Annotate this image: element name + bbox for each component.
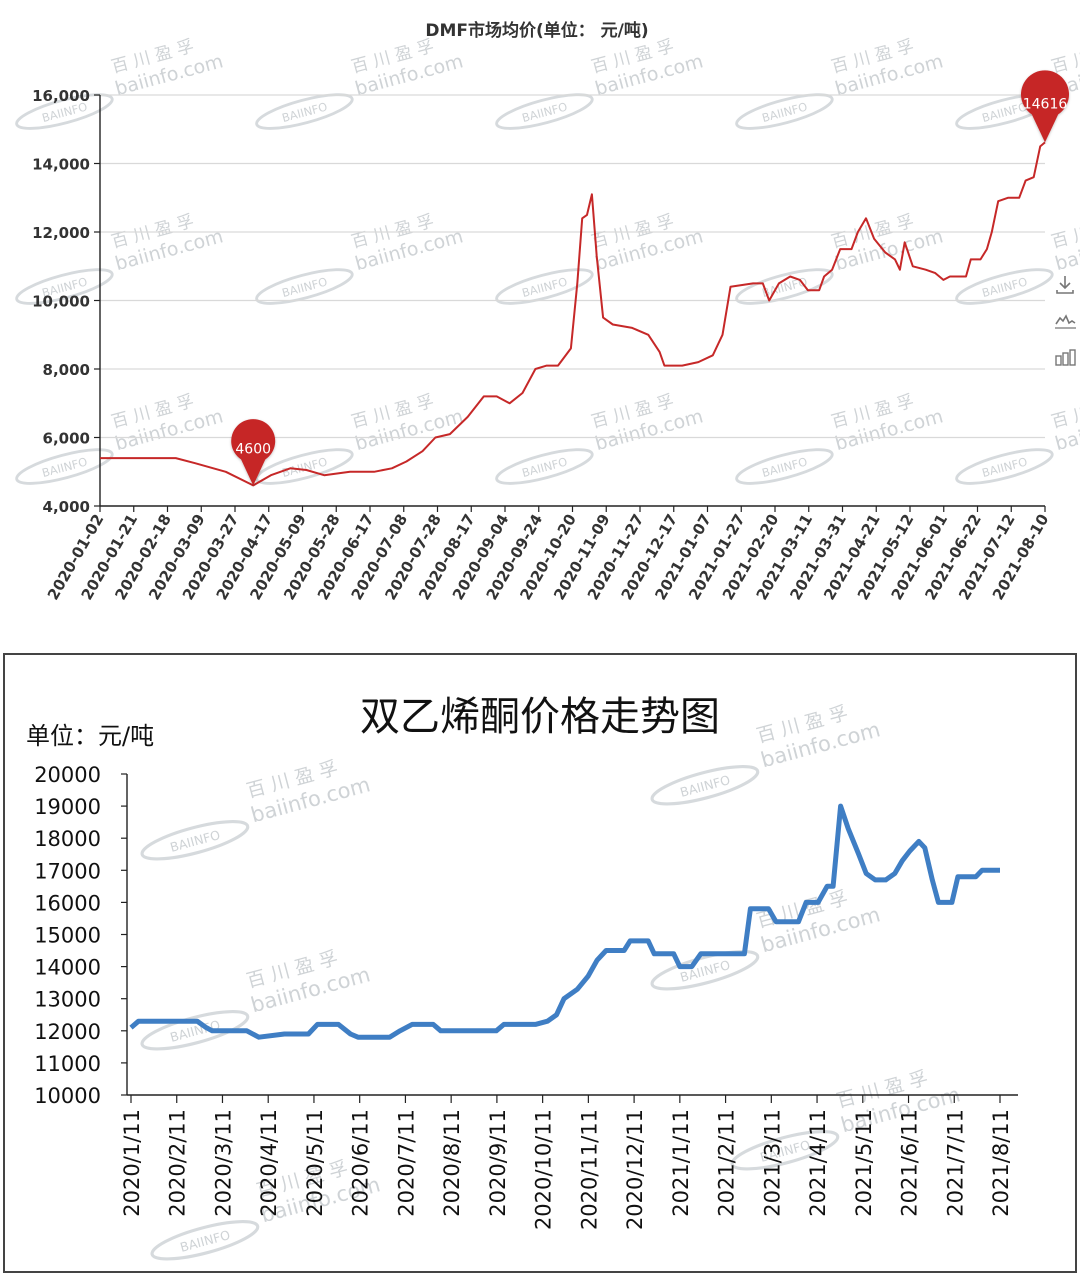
y-tick-label: 12000	[34, 1020, 101, 1044]
chart-title: DMF市场均价(单位： 元/吨)	[425, 20, 648, 41]
x-tick-label: 2021/1/11	[669, 1109, 693, 1217]
x-tick-label: 2020/1/11	[120, 1109, 144, 1217]
y-tick-label: 16,000	[32, 87, 90, 105]
download-icon[interactable]	[1051, 272, 1079, 298]
y-tick-label: 15000	[34, 924, 101, 948]
x-tick-label: 2020/6/11	[349, 1109, 373, 1217]
y-tick-label: 10,000	[32, 293, 90, 311]
x-tick-label: 2020/11/11	[577, 1109, 601, 1230]
diketene-price-line	[129, 803, 1000, 1040]
y-tick-label: 14,000	[32, 156, 90, 174]
y-axis-ticks: 10000 11000 12000 13000 14000 15000 16000 17000…	[34, 763, 127, 1108]
grid-lines	[100, 94, 1045, 439]
x-axis-ticks: 2020/1/11 2020/2/11 2020/3/11 2020/4/11 2020…	[120, 1095, 1013, 1230]
unit-label: 单位：元/吨	[26, 722, 154, 750]
marker-label: 4600	[235, 441, 271, 457]
chart-frame	[3, 653, 1077, 1273]
y-tick-label: 13000	[34, 988, 101, 1012]
chart-title: 双乙烯酮价格走势图	[360, 694, 720, 740]
line-chart-icon[interactable]	[1051, 308, 1079, 334]
x-tick-label: 2020/4/11	[257, 1109, 281, 1217]
watermark-cn: 百 川 盈 孚	[1049, 211, 1080, 252]
y-axis-ticks: 4,000 6,000 8,000 10,000 12,000 14,000 16,000	[32, 87, 100, 516]
x-tick-label: 2020/9/11	[486, 1109, 510, 1217]
x-tick-label: 2021/3/11	[760, 1109, 784, 1217]
y-tick-label: 4,000	[43, 498, 90, 516]
y-tick-label: 11000	[34, 1052, 101, 1076]
x-tick-label: 2020/8/11	[440, 1109, 464, 1217]
x-tick-label: 2020/12/11	[623, 1109, 647, 1230]
y-tick-label: 8,000	[43, 361, 90, 379]
y-tick-label: 16000	[34, 891, 101, 915]
x-tick-label: 2021/4/11	[806, 1109, 830, 1217]
x-tick-label: 2020/3/11	[211, 1109, 235, 1217]
value-marker-pin: 4600	[231, 419, 276, 486]
x-tick-label: 2021/6/11	[898, 1109, 922, 1217]
x-tick-label: 2021/5/11	[852, 1109, 876, 1217]
y-tick-label: 19000	[34, 795, 101, 819]
watermark-cn: 百 川 盈 孚	[1049, 36, 1080, 77]
x-axis-ticks: 2020-01-022020-01-212020-02-182020-03-09…	[44, 506, 1052, 603]
x-tick-label: 2020/10/11	[532, 1109, 556, 1230]
data-annotations: 4600 14616	[231, 70, 1069, 486]
y-tick-label: 6,000	[43, 430, 90, 448]
y-tick-label: 14000	[34, 956, 101, 980]
x-tick-label: 2020/7/11	[394, 1109, 418, 1217]
watermark-cn: 百 川 盈 孚	[1049, 391, 1080, 432]
value-marker-pin: 14616	[1021, 70, 1069, 143]
x-tick-label: 2021/2/11	[715, 1109, 739, 1217]
x-tick-label: 2021/7/11	[943, 1109, 967, 1217]
y-tick-label: 12,000	[32, 224, 90, 242]
x-tick-label: 2020/5/11	[303, 1109, 327, 1217]
y-tick-label: 20000	[34, 763, 101, 787]
marker-label: 14616	[1023, 96, 1068, 112]
bar-chart-icon[interactable]	[1051, 344, 1079, 370]
y-tick-label: 17000	[34, 859, 101, 883]
x-tick-label: 2020/2/11	[166, 1109, 190, 1217]
y-tick-label: 10000	[34, 1084, 101, 1108]
dmf-price-line	[100, 141, 1046, 487]
y-tick-label: 18000	[34, 827, 101, 851]
x-tick-label: 2021/8/11	[989, 1109, 1013, 1217]
